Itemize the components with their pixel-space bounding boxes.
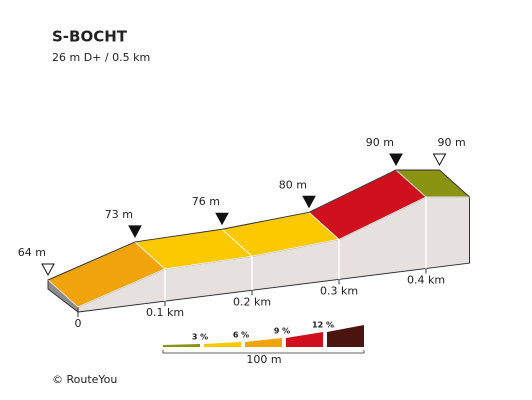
- legend-label: 12 %: [312, 321, 334, 330]
- profile-line: [47, 169, 440, 281]
- elevation-label: 64 m: [18, 246, 46, 259]
- legend-swatch: [204, 342, 241, 347]
- marker: [215, 212, 229, 226]
- chart-subtitle: 26 m D+ / 0.5 km: [52, 51, 150, 64]
- legend-swatch: [286, 332, 323, 347]
- elevation-label: 90 m: [366, 136, 394, 149]
- elevation-label: 80 m: [279, 178, 307, 191]
- marker: [302, 195, 316, 209]
- legend-swatch: [163, 344, 200, 347]
- x-tick-label: 0.4 km: [407, 274, 445, 287]
- elevation-label: 90 m: [438, 136, 466, 149]
- scale-label: 100 m: [246, 353, 281, 366]
- x-tick-label: 0.1 km: [146, 306, 184, 319]
- legend-swatch: [245, 338, 282, 347]
- chart-title: S-BOCHT: [52, 28, 128, 46]
- legend-swatch: [327, 325, 364, 347]
- marker: [128, 225, 142, 238]
- marker: [432, 153, 447, 167]
- footer: © RouteYou: [52, 373, 117, 386]
- marker: [41, 263, 55, 277]
- x-tick-label: 0.2 km: [233, 295, 271, 308]
- legend-label: 6 %: [233, 331, 249, 340]
- marker: [389, 153, 403, 167]
- x-tick-label: 0.3 km: [320, 284, 358, 297]
- scale-bracket: [162, 350, 365, 354]
- x-tick-label: 0: [75, 317, 82, 330]
- elevation-label: 76 m: [192, 195, 220, 208]
- legend-label: 3 %: [192, 333, 208, 342]
- end-edge: [439, 169, 470, 198]
- legend-label: 9 %: [274, 327, 290, 336]
- elevation-label: 73 m: [105, 208, 133, 221]
